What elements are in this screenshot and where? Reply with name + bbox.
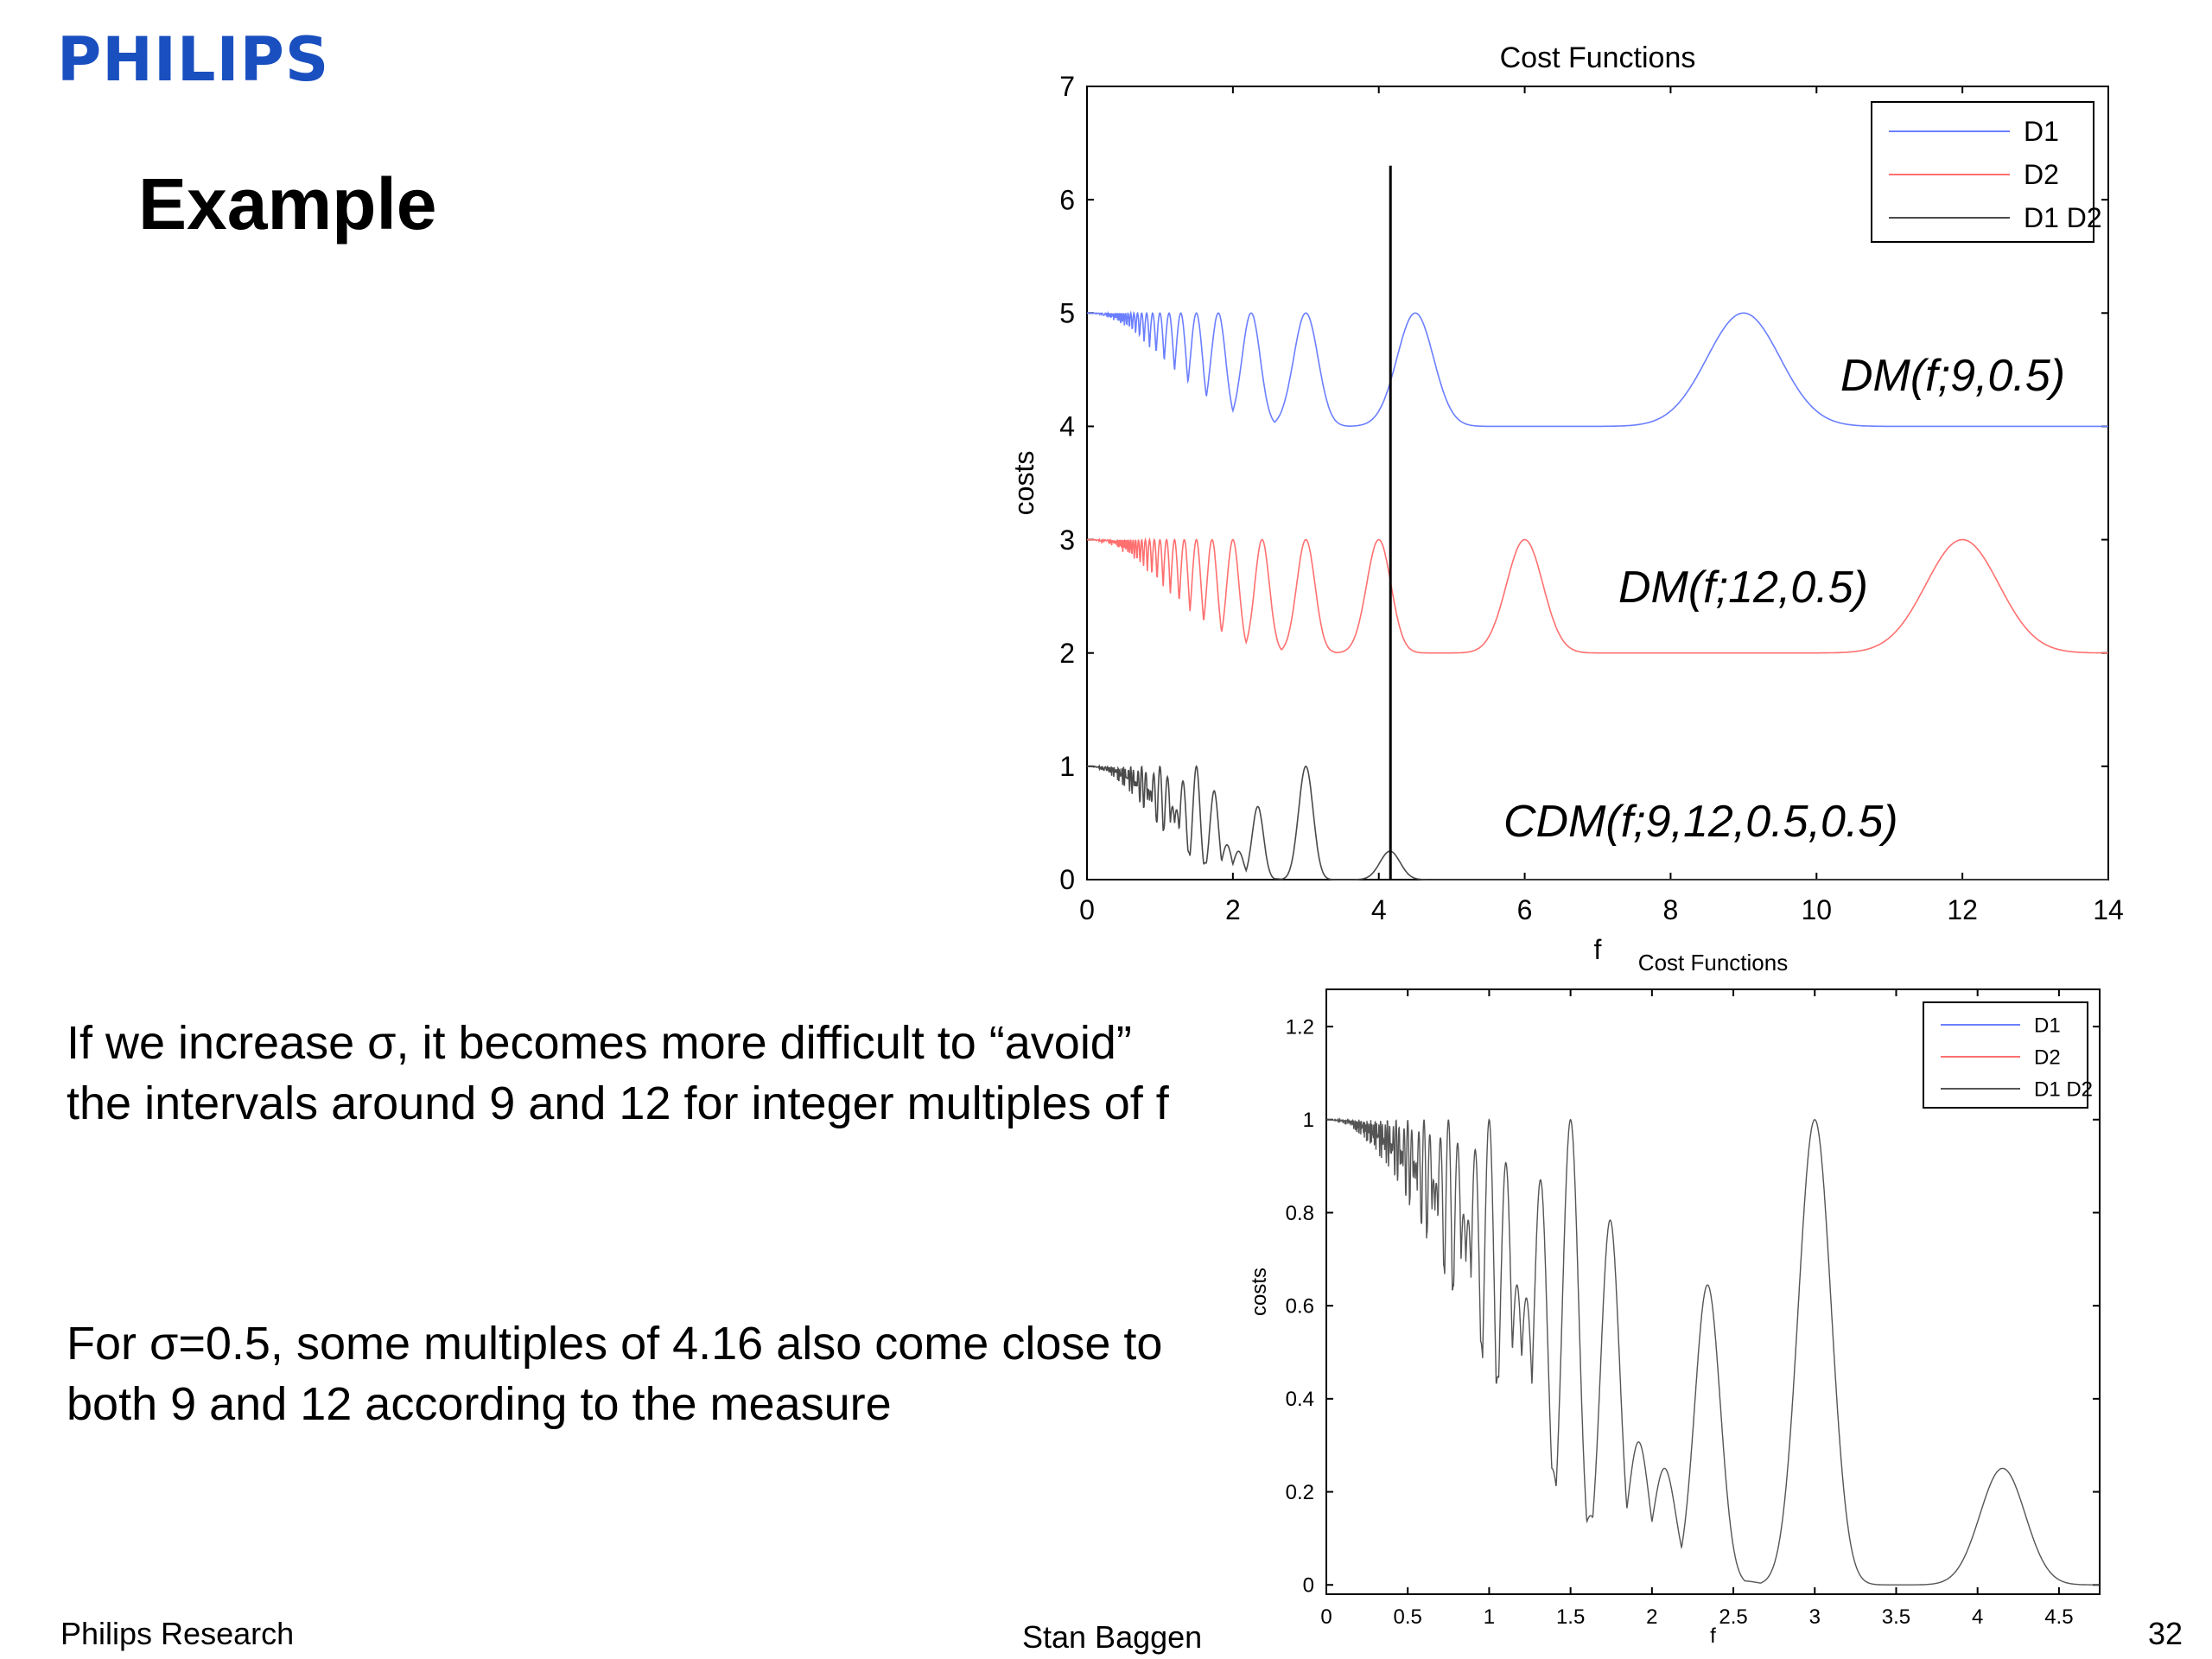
x-tick-label: 0 bbox=[1079, 894, 1095, 925]
legend-label: D2 bbox=[2024, 159, 2059, 190]
footer-author: Stan Baggen bbox=[1022, 1619, 1203, 1655]
x-tick-label: 0.5 bbox=[1394, 1605, 1422, 1629]
series-annotation: CDM(f;9,12,0.5,0.5) bbox=[1503, 797, 1898, 847]
y-tick-label: 1.2 bbox=[1286, 1015, 1314, 1039]
page-number: 32 bbox=[2147, 1616, 2183, 1651]
series-line-d1-d2 bbox=[1087, 764, 2108, 880]
bullet-text-2: For σ=0.5, some multiples of 4.16 also c… bbox=[67, 1318, 1163, 1430]
x-tick-label: 3 bbox=[1809, 1605, 1821, 1629]
x-tick-label: 8 bbox=[1663, 894, 1679, 925]
legend-label: D2 bbox=[2034, 1046, 2061, 1069]
x-tick-label: 0 bbox=[1320, 1605, 1332, 1629]
y-tick-label: 6 bbox=[1059, 184, 1075, 215]
x-axis-label: f bbox=[1710, 1624, 1716, 1648]
chart-title: Cost Functions bbox=[1638, 950, 1788, 976]
x-tick-label: 2 bbox=[1225, 894, 1241, 925]
x-tick-label: 4.5 bbox=[2044, 1605, 2073, 1629]
legend-label: D1 bbox=[2034, 1014, 2061, 1037]
x-tick-label: 2.5 bbox=[1719, 1605, 1747, 1629]
slide-title: Example bbox=[138, 163, 437, 245]
legend-label: D1 D2 bbox=[2024, 202, 2102, 233]
x-tick-label: 10 bbox=[1801, 894, 1832, 925]
y-tick-label: 0 bbox=[1059, 864, 1075, 895]
x-tick-label: 4 bbox=[1371, 894, 1387, 925]
x-tick-label: 2 bbox=[1646, 1605, 1657, 1629]
x-tick-label: 1.5 bbox=[1556, 1605, 1585, 1629]
y-tick-label: 0 bbox=[1303, 1574, 1314, 1598]
series-annotation: DM(f;12,0.5) bbox=[1618, 563, 1868, 613]
y-tick-label: 7 bbox=[1059, 71, 1075, 102]
x-tick-label: 1 bbox=[1484, 1605, 1495, 1629]
y-tick-label: 1 bbox=[1303, 1109, 1314, 1132]
y-tick-label: 3 bbox=[1059, 524, 1075, 556]
series-line-d1-d2 bbox=[1326, 1117, 2100, 1586]
plot-frame bbox=[1325, 988, 2101, 1595]
series-line-d2 bbox=[1087, 537, 2108, 654]
chart-title: Cost Functions bbox=[1500, 41, 1696, 74]
legend-box bbox=[1923, 1001, 2088, 1109]
y-tick-label: 4 bbox=[1059, 411, 1075, 442]
y-tick-label: 0.6 bbox=[1286, 1295, 1314, 1319]
y-tick-label: 5 bbox=[1059, 297, 1075, 328]
x-tick-label: 12 bbox=[1947, 894, 1978, 925]
footer-organization: Philips Research bbox=[60, 1616, 295, 1651]
x-axis-label: f bbox=[1594, 934, 1602, 965]
bullet-text-1: If we increase σ, it becomes more diffic… bbox=[67, 1017, 1169, 1129]
y-tick-label: 2 bbox=[1059, 638, 1075, 669]
y-axis-label: costs bbox=[1008, 451, 1039, 516]
legend-label: D1 D2 bbox=[2034, 1077, 2093, 1101]
series-line-d1 bbox=[1087, 310, 2108, 428]
legend-label: D1 bbox=[2024, 116, 2059, 147]
x-tick-label: 3.5 bbox=[1882, 1605, 1910, 1629]
series-annotation: DM(f;9,0.5) bbox=[1840, 351, 2065, 401]
x-tick-label: 6 bbox=[1517, 894, 1533, 925]
y-axis-label: costs bbox=[1248, 1268, 1271, 1316]
y-tick-label: 0.2 bbox=[1286, 1481, 1314, 1504]
x-tick-label: 4 bbox=[1972, 1605, 1983, 1629]
philips-logo: PHILIPS bbox=[57, 24, 330, 95]
y-tick-label: 0.4 bbox=[1286, 1388, 1314, 1411]
y-tick-label: 0.8 bbox=[1286, 1202, 1314, 1225]
x-tick-label: 14 bbox=[2093, 894, 2124, 925]
y-tick-label: 1 bbox=[1059, 751, 1075, 782]
